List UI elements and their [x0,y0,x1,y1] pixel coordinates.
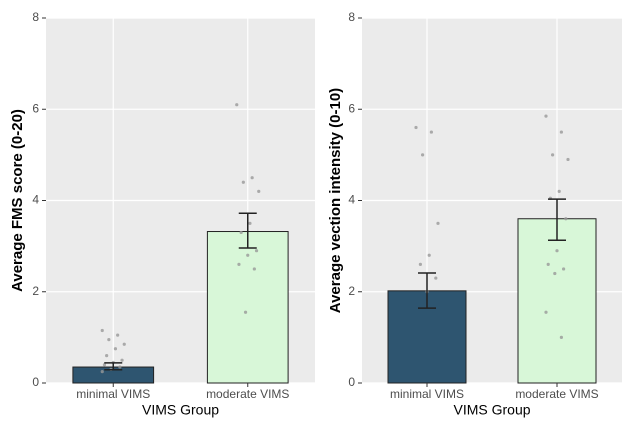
data-point [113,347,118,351]
data-point [427,253,431,257]
data-point [100,369,104,374]
data-point [553,271,557,276]
y-tick-label: 0 [348,375,355,389]
data-point [559,335,564,339]
data-point [102,363,107,367]
error-bar [418,272,436,309]
data-point [252,267,256,271]
data-point [100,328,104,333]
data-point [551,153,555,157]
data-point [418,262,422,266]
error-bar [238,212,257,249]
x-axis-title: VIMS Group [453,402,530,418]
data-point [562,267,566,271]
data-point [254,249,259,253]
data-point [122,342,126,346]
data-point [544,114,548,118]
data-point [241,180,245,184]
data-point [564,217,568,221]
data-point [436,221,440,225]
data-point [257,189,261,193]
data-point [429,130,433,134]
data-point [414,125,418,130]
y-tick-label: 2 [32,284,39,298]
data-point [557,189,561,193]
x-tick-label: moderate VIMS [515,387,598,401]
data-point [250,176,254,180]
data-point [546,262,550,266]
data-point [559,130,564,134]
y-tick-label: 8 [32,10,39,24]
data-point [235,103,239,107]
y-axis-title: Average FMS score (0-20) [9,109,26,292]
y-tick-label: 4 [348,193,355,207]
data-point [248,221,252,225]
y-tick-label: 2 [348,284,355,298]
y-tick-label: 6 [348,101,355,115]
y-axis-title: Average vection intensity (0-10) [327,88,344,313]
data-point [116,333,120,337]
data-point [246,253,250,257]
y-tick-label: 6 [32,101,39,115]
y-tick-label: 8 [348,10,355,24]
y-tick-label: 4 [32,193,39,207]
data-point [118,365,122,369]
error-bar [104,362,123,371]
y-tick-label: 0 [32,375,39,389]
data-point [239,230,243,235]
data-point [544,310,548,314]
data-point [243,310,248,314]
x-tick-label: minimal VIMS [76,387,150,401]
data-point [421,153,425,157]
data-point [107,338,111,342]
data-point [555,249,559,253]
error-bar [548,198,566,241]
data-point [237,262,241,266]
data-point [105,354,109,358]
data-point [434,276,438,280]
x-axis-title: VIMS Group [142,402,219,418]
x-tick-label: minimal VIMS [390,387,464,401]
bar [517,218,597,384]
data-point [566,157,570,162]
data-point [120,358,124,362]
x-tick-label: moderate VIMS [206,387,289,401]
